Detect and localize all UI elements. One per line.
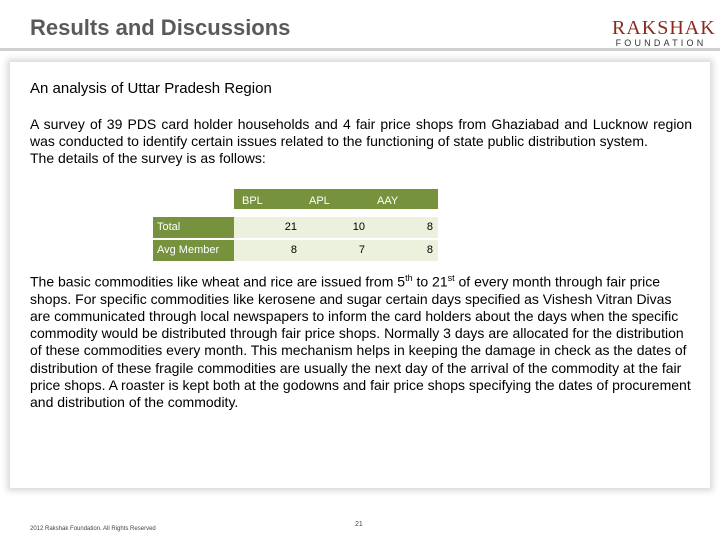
table-cell: 10 — [352, 221, 365, 233]
logo-sub-text: FOUNDATION — [615, 38, 707, 48]
survey-intro-text: A survey of 39 PDS card holder household… — [30, 116, 692, 149]
table-row: Total 21 10 8 — [153, 217, 438, 238]
table-header-row: BPL APL AAY — [234, 189, 438, 209]
section-subtitle: An analysis of Uttar Pradesh Region — [30, 80, 272, 97]
table-header-aay: AAY — [377, 195, 399, 207]
table-row: Avg Member 8 7 8 — [153, 240, 438, 261]
table-cell: 8 — [290, 244, 297, 256]
table-cell: 8 — [426, 244, 433, 256]
survey-details-lead: The details of the survey is as follows: — [30, 150, 266, 166]
table-cell: 8 — [426, 221, 433, 233]
commodities-text-part3: of every month through fair price shops.… — [30, 273, 691, 411]
ordinal-suffix-st: st — [447, 273, 455, 283]
page-title: Results and Discussions — [30, 15, 291, 40]
page-number: 21 — [355, 521, 363, 528]
content-panel — [10, 62, 710, 488]
table-row-label: Total — [153, 217, 234, 238]
table-row-label: Avg Member — [153, 240, 234, 261]
commodities-text-part2: to 21 — [412, 273, 448, 290]
table-header-bpl: BPL — [242, 195, 263, 207]
survey-intro-paragraph: A survey of 39 PDS card holder household… — [30, 116, 692, 167]
commodities-text-part1: The basic commodities like wheat and ric… — [30, 273, 406, 290]
commodities-paragraph: The basic commodities like wheat and ric… — [30, 270, 692, 411]
footer-copyright: 2012 Rakshak Foundation. All Rights Rese… — [30, 526, 156, 532]
header-divider — [0, 48, 720, 51]
table-header-apl: APL — [309, 195, 330, 207]
table-cell: 7 — [358, 244, 365, 256]
logo-main-text: RAKSHAK — [612, 17, 716, 39]
ordinal-suffix-th: th — [405, 273, 413, 283]
rakshak-foundation-logo: RAKSHAK FOUNDATION — [612, 17, 716, 49]
table-cell: 21 — [284, 221, 297, 233]
